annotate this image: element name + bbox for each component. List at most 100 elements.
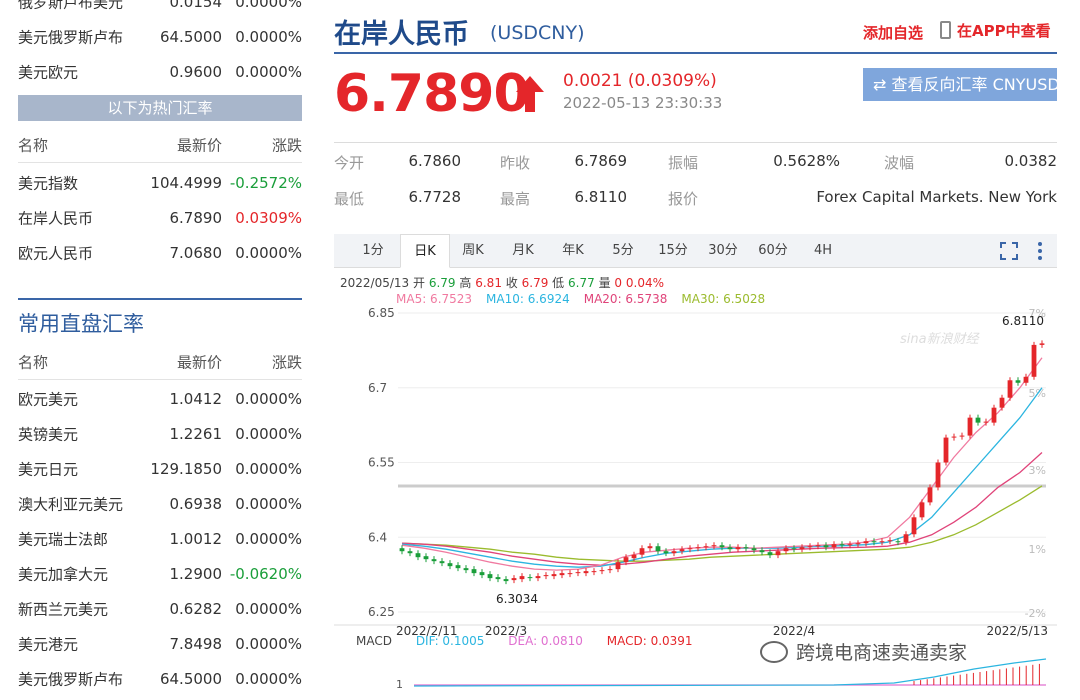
rate-name: 美元俄罗斯卢布 xyxy=(18,28,124,46)
rate-name: 美元加拿大元 xyxy=(18,565,109,583)
table-row[interactable]: 美元瑞士法郎 1.0012 0.0000% xyxy=(18,521,302,556)
candle-body xyxy=(423,556,429,560)
stat-label: 昨收 xyxy=(500,154,531,172)
candle-body xyxy=(567,573,573,575)
x-tick-label: 2022/3 xyxy=(485,624,527,638)
y-tick-label: 6.25 xyxy=(368,605,395,619)
tab-period[interactable]: 60分 xyxy=(758,243,788,258)
candle-body xyxy=(751,548,757,551)
tab-period[interactable]: 周K xyxy=(462,243,484,258)
title-divider xyxy=(334,52,1057,54)
table-row[interactable]: 美元日元 129.1850 0.0000% xyxy=(18,451,302,486)
candle-body xyxy=(943,437,949,463)
low-annotation: 6.3034 xyxy=(496,592,538,606)
candle-body xyxy=(815,545,821,547)
candle-body xyxy=(479,572,485,576)
candle-body xyxy=(991,407,997,423)
current-price: 6.7890 xyxy=(334,64,530,124)
table-row[interactable]: 英镑美元 1.2261 0.0000% xyxy=(18,416,302,451)
tab-period[interactable]: 年K xyxy=(562,243,584,258)
tab-period[interactable]: 月K xyxy=(512,243,534,258)
candle-body xyxy=(559,573,565,576)
stat-label: 报价 xyxy=(668,190,699,208)
candle-body xyxy=(727,547,733,550)
candlestick-chart[interactable]: 6.856.76.556.46.257%5%3%1%-2%sina新浪财经6.8… xyxy=(334,305,1057,695)
candle-body xyxy=(831,544,837,548)
rate-change: 0.0309% xyxy=(235,208,302,227)
candle-body xyxy=(1007,380,1013,398)
rate-price: 0.6938 xyxy=(169,494,223,513)
tab-period[interactable]: 1分 xyxy=(362,243,384,258)
stat-label: 今开 xyxy=(334,154,365,172)
candle-body xyxy=(439,561,445,564)
ma-line-ma30 xyxy=(401,485,1043,562)
candle-body xyxy=(919,502,925,518)
tab-period[interactable]: 5分 xyxy=(612,243,634,258)
table-row[interactable]: 在岸人民币 6.7890 0.0309% xyxy=(18,200,302,235)
table-row[interactable]: 美元加拿大元 1.2900 -0.0620% xyxy=(18,556,302,591)
stat-value: 6.7860 xyxy=(408,152,462,170)
candle-body xyxy=(887,540,893,542)
macd-value: MACD: 0.0391 xyxy=(606,634,693,648)
stat-value: 0.0382 xyxy=(1004,152,1058,170)
rate-name: 美元日元 xyxy=(18,460,79,478)
table-row[interactable]: 澳大利亚元美元 0.6938 0.0000% xyxy=(18,486,302,521)
candle-body xyxy=(1039,343,1045,345)
candle-body xyxy=(767,552,773,556)
wechat-icon xyxy=(760,641,788,663)
candle-body xyxy=(671,551,677,554)
candle-body xyxy=(927,487,933,503)
direct-rates-title: 常用直盘汇率 xyxy=(18,298,302,338)
tab-period[interactable]: 日K xyxy=(400,234,450,268)
candle-body xyxy=(615,562,621,570)
table-row[interactable]: 美元俄罗斯卢布 64.5000 0.0000% xyxy=(18,661,302,696)
candle-body xyxy=(807,546,813,548)
rate-name: 英镑美元 xyxy=(18,425,79,443)
candle-body xyxy=(935,462,941,488)
more-menu-icon[interactable] xyxy=(1036,241,1044,261)
candle-body xyxy=(783,548,789,552)
candle-body xyxy=(735,547,741,550)
candle-body xyxy=(583,571,589,574)
hot-rates-bar[interactable]: 以下为热门汇率 xyxy=(18,95,302,121)
tab-period[interactable]: 30分 xyxy=(708,243,738,258)
stats-divider xyxy=(334,142,1057,143)
ma-legend-item: MA5: 6.7523 xyxy=(396,292,473,306)
table-row[interactable]: 美元俄罗斯卢布 64.5000 0.0000% xyxy=(18,19,302,54)
symbol-code: (USDCNY) xyxy=(490,22,585,44)
candle-body xyxy=(823,545,829,548)
candle-body xyxy=(871,541,877,543)
table-row[interactable]: 美元指数 104.4999 -0.2572% xyxy=(18,165,302,200)
stat-value: 6.7728 xyxy=(408,188,462,206)
fullscreen-icon[interactable] xyxy=(1000,242,1018,260)
rate-price: 最新价 xyxy=(176,136,222,155)
table-row[interactable]: 俄罗斯卢布美元 0.0154 0.0000% xyxy=(18,0,302,19)
tab-period[interactable]: 15分 xyxy=(658,243,688,258)
ma-line-ma10 xyxy=(401,387,1043,568)
table-row[interactable]: 美元欧元 0.9600 0.0000% xyxy=(18,54,302,89)
table-row[interactable]: 欧元人民币 7.0680 0.0000% xyxy=(18,235,302,270)
tab-period[interactable]: 4H xyxy=(813,243,833,258)
watermark-text: 跨境电商速卖通卖家 xyxy=(796,642,968,664)
candle-body xyxy=(1015,380,1021,383)
rate-change: 涨跌 xyxy=(271,136,302,155)
ohlc-low-label: 低 xyxy=(552,276,565,290)
rate-change: 0.0000% xyxy=(235,634,302,653)
macd-axis-label: 1 xyxy=(396,678,403,691)
ma-legend-item: MA30: 6.5028 xyxy=(681,292,766,306)
candle-body xyxy=(447,563,453,567)
add-favorite-button[interactable]: 添加自选 xyxy=(863,24,924,42)
rate-price: 1.2900 xyxy=(169,564,223,583)
table-row[interactable]: 欧元美元 1.0412 0.0000% xyxy=(18,381,302,416)
page-title: 在岸人民币 xyxy=(334,19,469,50)
rate-name: 俄罗斯卢布美元 xyxy=(18,0,124,11)
open-in-app-link[interactable]: 在APP中查看 xyxy=(940,20,1051,41)
table-row[interactable]: 新西兰元美元 0.6282 0.0000% xyxy=(18,591,302,626)
table-row[interactable]: 美元港元 7.8498 0.0000% xyxy=(18,626,302,661)
candle-body xyxy=(663,551,669,554)
y-tick-label: 6.7 xyxy=(368,381,387,395)
reverse-rate-button[interactable]: ⇄ 查看反向汇率 CNYUSD xyxy=(863,68,1060,101)
candle-body xyxy=(743,547,749,549)
candle-body xyxy=(695,547,701,549)
stat-label: 最低 xyxy=(334,190,365,208)
